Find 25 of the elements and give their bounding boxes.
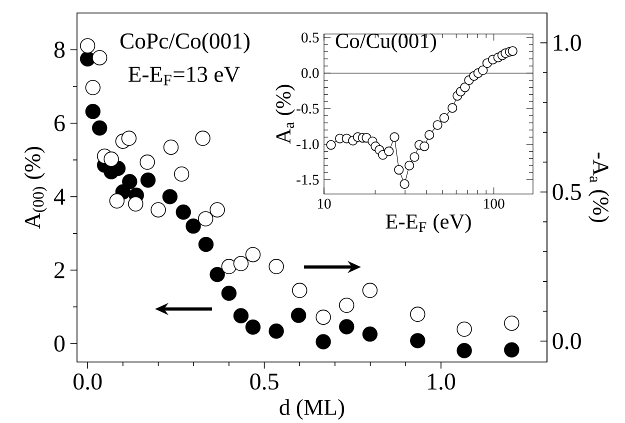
y-tick-label: 6 [54,115,65,132]
x-tick-label: 10 [318,198,331,209]
x-tick-label: 100 [484,198,504,209]
y-tick-label: 0.0 [302,68,319,78]
x-axis-title: E-E$_{F}$ (eV) [386,214,471,234]
y-tick-label: 8 [54,42,65,58]
annotation: CoPc/Co(001) [120,32,250,54]
y-axis-title: A$_{a}$ (%) [276,84,295,144]
y-axis-title: A$_{(00)}$ (%) [24,146,47,229]
x-tick-label: 0.5 [250,374,278,390]
y-tick-label: -1.5 [296,174,319,185]
x-axis-title: d (ML) [280,399,344,420]
y-tick-label: 0.5 [302,32,319,43]
y-tick-label: 0 [54,336,65,352]
y-tick-label: -0.5 [296,104,319,114]
x-tick-label: 1.0 [428,374,456,390]
annotation: E-E$_{F}$=13 eV [128,66,240,86]
y2-tick-label: 0.0 [552,332,581,350]
y-tick-label: 4 [54,188,66,205]
y-tick-label: 2 [54,262,64,278]
y2-tick-label: 1.0 [554,34,581,51]
chart-title: Co/Cu(001) [336,33,436,52]
y-tick-label: -1.0 [296,139,319,150]
y2-axis-title: -A$_{a}$ (%) [588,152,610,222]
x-tick-label: 0.0 [74,374,102,390]
